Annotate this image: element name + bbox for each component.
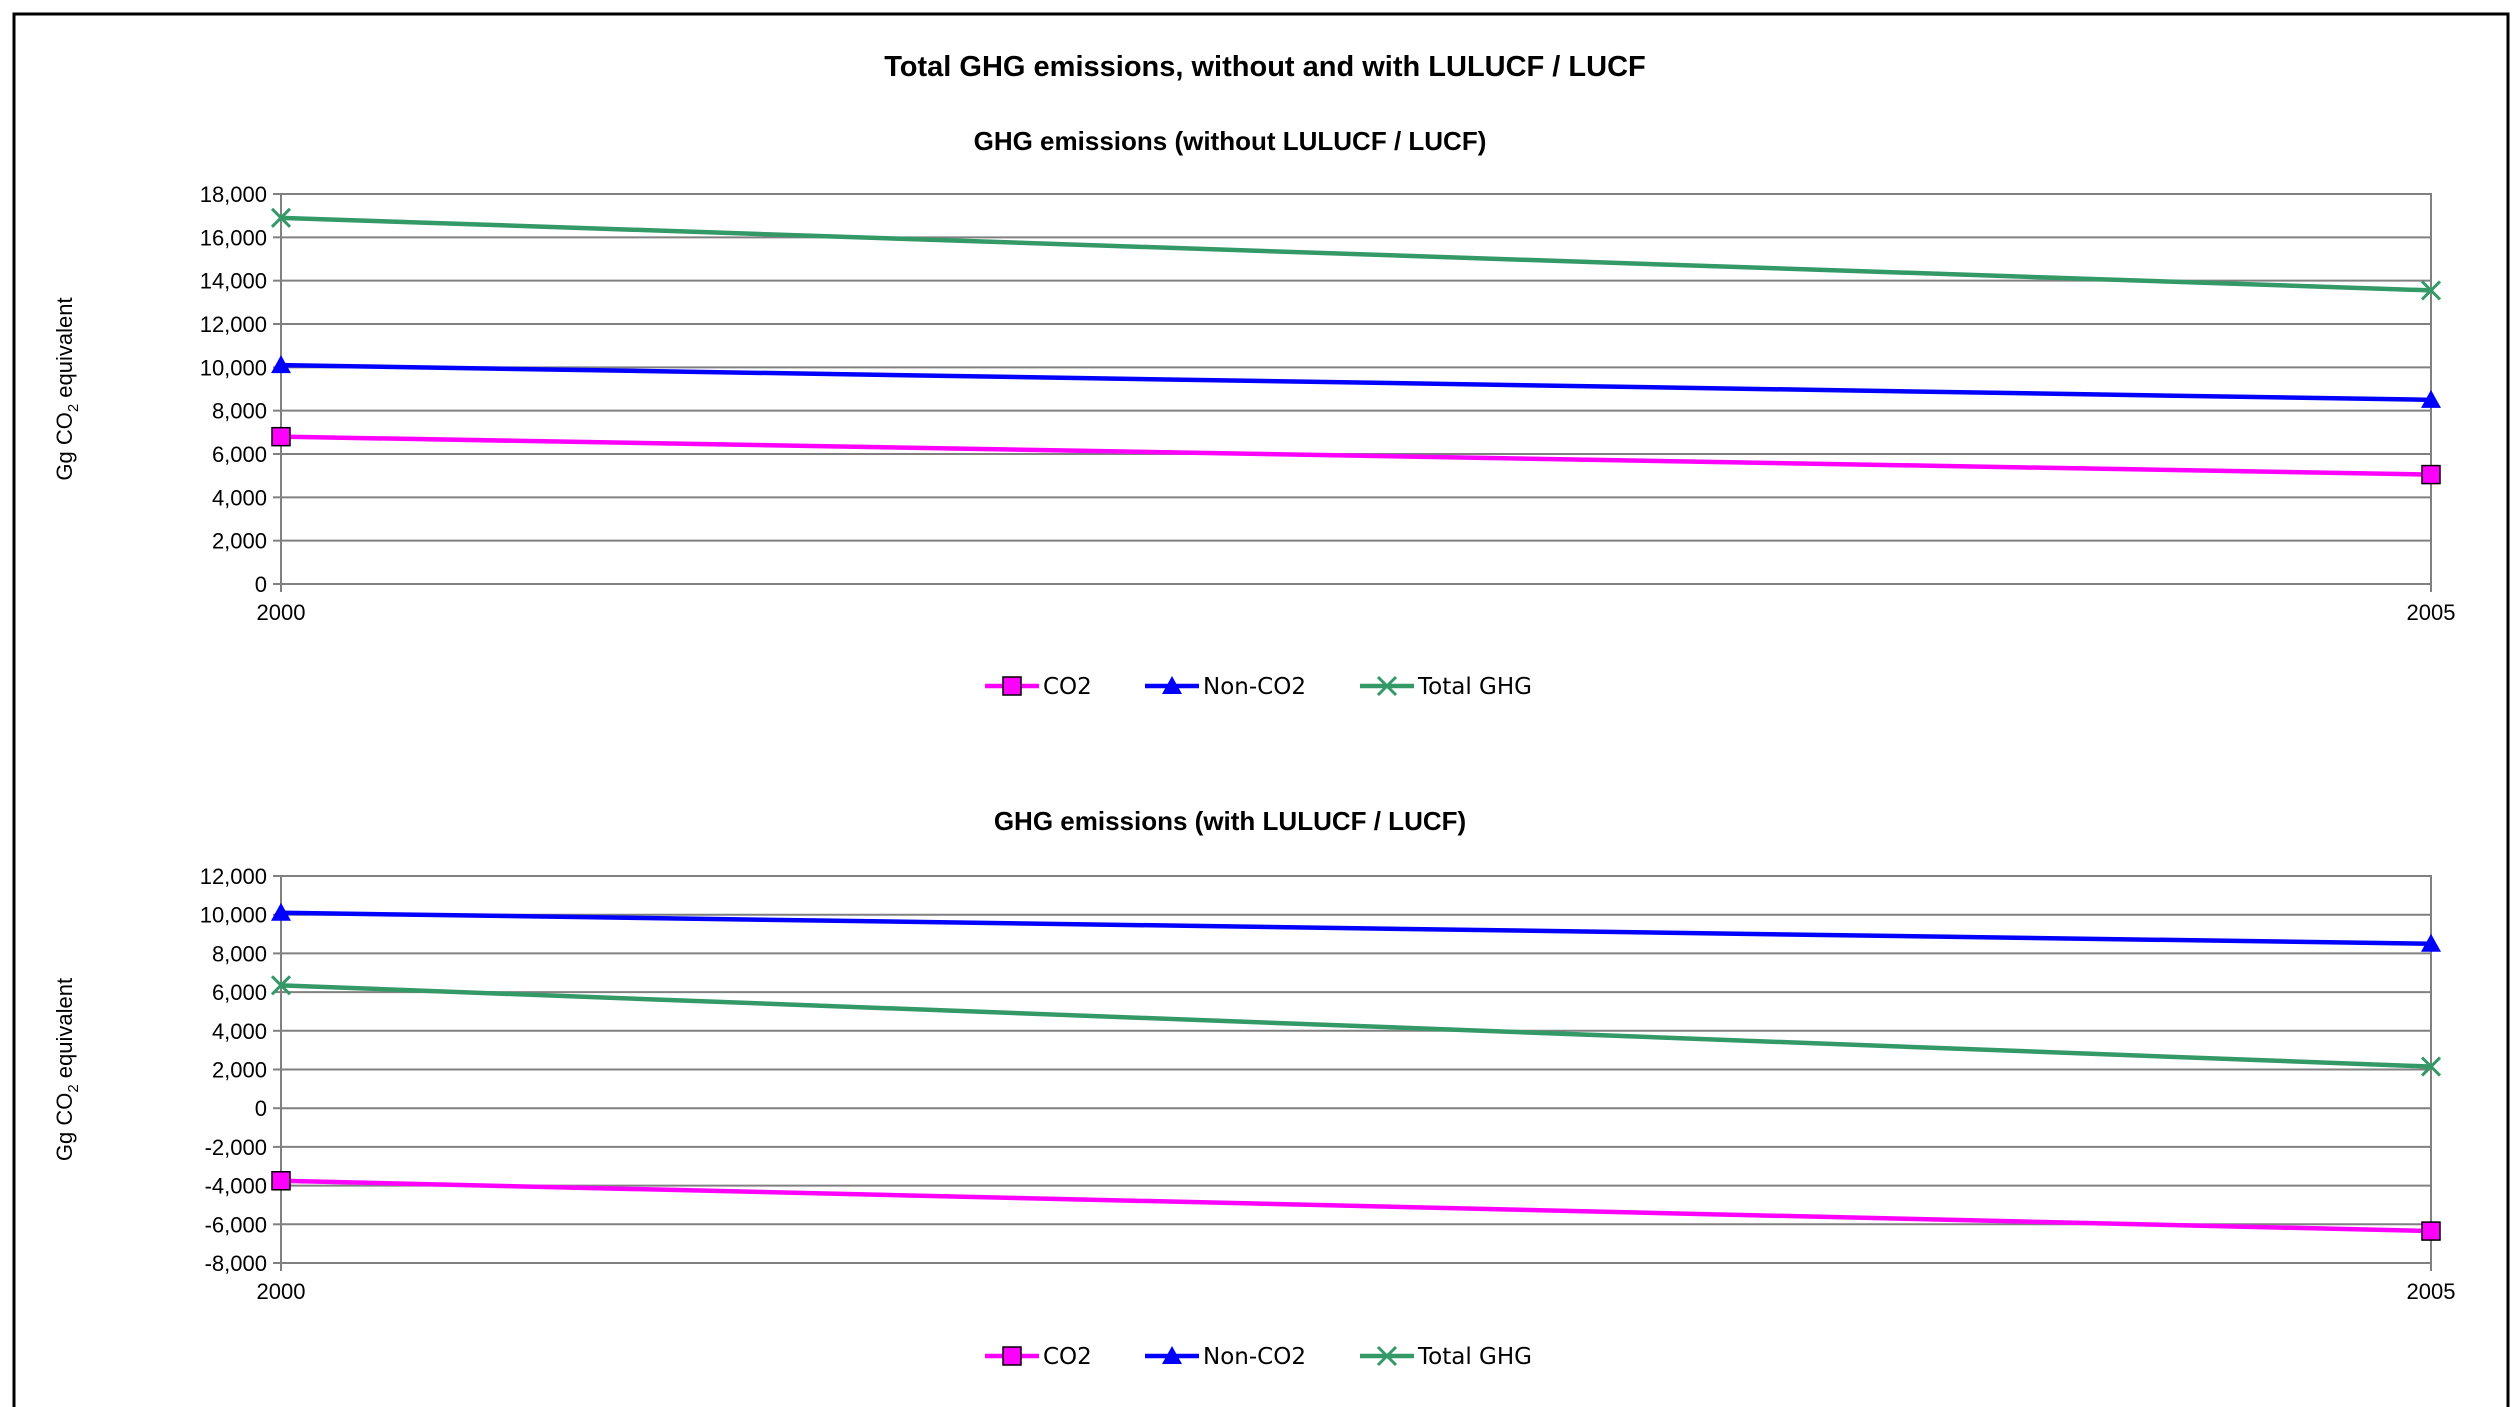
legend-marker [1162,676,1182,694]
y-tick-label: -6,000 [205,1212,267,1237]
y-tick-label: 2,000 [212,1058,267,1083]
legend-marker [1002,1346,1022,1366]
data-point [271,1171,291,1191]
plot-area [280,193,2432,585]
y-axis-label: Gg CO2 equivalent [52,297,82,480]
chart-panel-1: GHG emissions (without LULUCF / LUCF) 0 2,… [52,126,2455,700]
chart-title: GHG emissions (with LULUCF / LUCF) [994,806,1466,836]
legend-label: Total GHG [1417,674,1532,700]
legend-marker [1376,1345,1398,1367]
legend-label: CO2 [1043,1344,1092,1370]
legend-label: Non-CO2 [1203,674,1306,700]
y-tick-label: 8,000 [212,941,267,966]
legend-marker [1376,675,1398,697]
plot-area [280,875,2432,1264]
y-tick-label: 4,000 [212,1019,267,1044]
y-tick-label: 6,000 [212,980,267,1005]
x-tick-label: 2000 [257,1279,306,1304]
y-tick-label: 10,000 [200,355,267,380]
y-tick-label: 18,000 [200,182,267,207]
legend: CO2 Non-CO2 Total GHG [985,674,1532,700]
legend-marker [1162,1346,1182,1364]
x-tick-label: 2005 [2407,1279,2456,1304]
y-axis-label: Gg CO2 equivalent [52,978,82,1161]
series-line [280,362,2432,403]
data-point [270,207,292,228]
y-tick-label: 12,000 [200,864,267,889]
data-point [2421,1221,2441,1241]
x-tick-label: 2000 [257,600,306,625]
y-tick-label: 14,000 [200,269,267,294]
data-point [270,975,292,996]
legend-label: CO2 [1043,674,1092,700]
data-point [271,355,291,374]
chart-panel-2: GHG emissions (with LULUCF / LUCF) -8,000… [52,806,2455,1370]
legend-label: Non-CO2 [1203,1344,1306,1370]
data-point [271,426,291,447]
y-tick-label: -4,000 [205,1174,267,1199]
data-point [2421,389,2441,408]
series-line [280,1178,2432,1234]
y-tick-label: 2,000 [212,529,267,554]
series-line [280,983,2432,1069]
y-tick-label: 10,000 [200,903,267,928]
series-line [280,215,2432,293]
y-tick-label: 16,000 [200,225,267,250]
data-point [271,902,291,921]
data-point [2420,1056,2442,1077]
y-tick-label: -8,000 [205,1251,267,1276]
y-tick-label: 12,000 [200,312,267,337]
series-line [280,910,2432,946]
figure-title: Total GHG emissions, without and with LU… [884,51,1646,83]
legend: CO2 Non-CO2 Total GHG [985,1344,1532,1370]
x-tick-label: 2005 [2407,600,2456,625]
y-tick-label: 4,000 [212,485,267,510]
chart-title: GHG emissions (without LULUCF / LUCF) [974,126,1487,156]
y-tick-label: 0 [255,572,267,597]
y-tick-label: 8,000 [212,399,267,424]
y-tick-label: 0 [255,1096,267,1121]
legend-marker [1002,676,1022,696]
y-tick-label: -2,000 [205,1135,267,1160]
series-line [280,434,2432,477]
data-point [2421,464,2441,485]
y-tick-label: 6,000 [212,442,267,467]
legend-label: Total GHG [1417,1344,1532,1370]
data-point [2420,280,2442,301]
data-point [2421,933,2441,952]
